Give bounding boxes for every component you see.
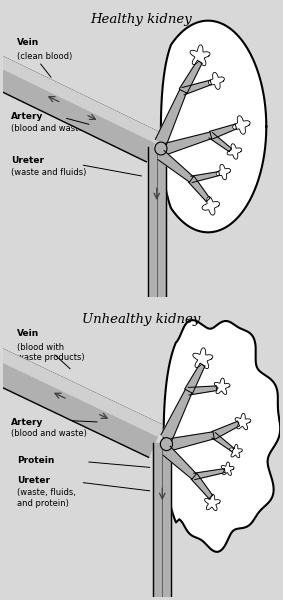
Polygon shape (161, 389, 192, 440)
Polygon shape (0, 53, 159, 143)
Polygon shape (235, 413, 251, 430)
Circle shape (155, 142, 167, 155)
Text: (blood with
waste products): (blood with waste products) (17, 343, 84, 362)
Polygon shape (191, 172, 220, 182)
Polygon shape (153, 443, 171, 597)
Polygon shape (163, 446, 196, 479)
Polygon shape (155, 89, 186, 145)
Polygon shape (194, 469, 225, 479)
Text: (blood and waste): (blood and waste) (11, 430, 87, 439)
Polygon shape (233, 116, 250, 134)
Text: Artery: Artery (11, 112, 44, 121)
Polygon shape (193, 348, 213, 368)
Polygon shape (202, 197, 220, 215)
Text: Vein: Vein (17, 329, 39, 338)
Polygon shape (185, 364, 205, 394)
Polygon shape (212, 421, 239, 439)
Circle shape (160, 437, 173, 451)
Polygon shape (210, 124, 237, 139)
Text: (waste, fluids,
and protein): (waste, fluids, and protein) (17, 488, 76, 508)
Polygon shape (227, 144, 242, 159)
Polygon shape (166, 132, 212, 154)
Polygon shape (171, 432, 214, 450)
Polygon shape (191, 474, 213, 499)
Text: Unhealthy kidney: Unhealthy kidney (82, 313, 201, 326)
Polygon shape (188, 386, 216, 395)
Polygon shape (161, 20, 266, 232)
Polygon shape (190, 45, 210, 66)
Polygon shape (188, 177, 210, 202)
Text: Ureter: Ureter (11, 156, 44, 165)
Polygon shape (148, 147, 166, 297)
Polygon shape (179, 61, 202, 94)
Polygon shape (214, 378, 230, 394)
Text: Healthy kidney: Healthy kidney (91, 13, 192, 26)
Polygon shape (208, 73, 224, 89)
Polygon shape (0, 346, 162, 457)
Text: Ureter: Ureter (17, 476, 50, 485)
Polygon shape (205, 494, 220, 511)
Polygon shape (216, 164, 231, 180)
Text: (waste and fluids): (waste and fluids) (11, 167, 87, 176)
Polygon shape (0, 53, 159, 162)
Polygon shape (158, 151, 193, 182)
Text: Vein: Vein (17, 38, 39, 47)
Text: Protein: Protein (17, 456, 54, 465)
Polygon shape (164, 320, 280, 552)
Polygon shape (0, 346, 162, 436)
Polygon shape (230, 445, 243, 458)
Polygon shape (212, 433, 234, 452)
Polygon shape (221, 462, 234, 475)
Polygon shape (209, 133, 231, 152)
Text: Artery: Artery (11, 418, 44, 427)
Polygon shape (182, 80, 211, 95)
Text: (clean blood): (clean blood) (17, 52, 72, 61)
Text: (blood and waste): (blood and waste) (11, 124, 87, 133)
